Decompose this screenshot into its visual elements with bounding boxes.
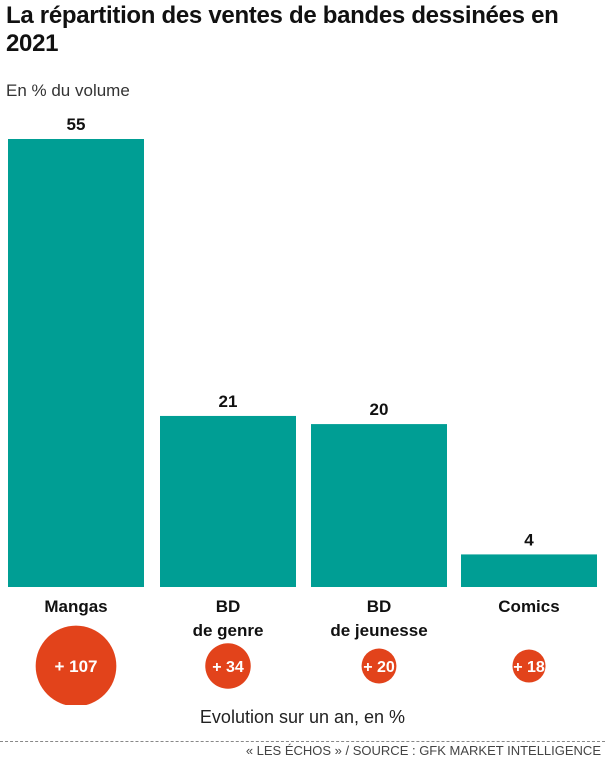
bar [311, 424, 447, 587]
value-label: 20 [370, 400, 389, 419]
evolution-label: + 34 [212, 659, 244, 676]
category-label: Mangas [44, 597, 107, 616]
category-label: Comics [498, 597, 559, 616]
bar-chart: 55 Mangas + 107 21 BD de genre + 34 20 BD de jeun… [8, 115, 597, 705]
bar [160, 415, 296, 587]
category-label: BD [216, 597, 241, 616]
evolution-caption: Evolution sur un an, en % [199, 707, 406, 727]
evolution-bubble [361, 648, 397, 684]
evolution-label: + 18 [513, 659, 545, 676]
category-label: de genre [193, 621, 264, 640]
evolution-bubble [512, 649, 546, 683]
bar [8, 139, 144, 587]
divider [0, 741, 605, 742]
chart-subtitle: En % du volume [6, 81, 130, 100]
evolution-bubble [35, 625, 117, 705]
category-label: de jeunesse [330, 621, 427, 640]
source-note: « LES ÉCHOS » / SOURCE : GFK MARKET INTE… [245, 743, 601, 758]
evolution-label: + 20 [363, 659, 395, 676]
bar [461, 554, 597, 587]
value-label: 55 [67, 115, 86, 134]
value-label: 4 [524, 530, 534, 549]
category-label: BD [367, 597, 392, 616]
evolution-bubble [205, 643, 251, 689]
value-label: 21 [219, 392, 238, 411]
chart-title: La répartition des ventes de bandes dess… [6, 2, 559, 57]
evolution-label: + 107 [54, 657, 97, 676]
